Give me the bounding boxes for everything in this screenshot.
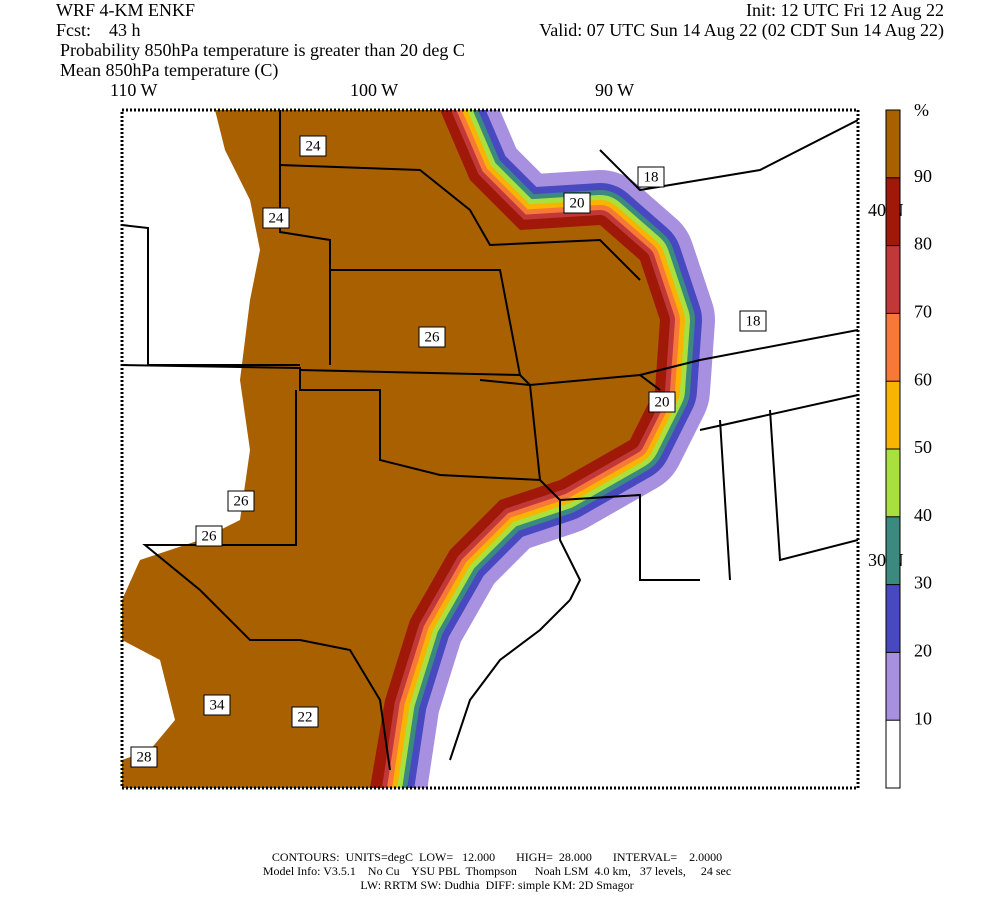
colorbar-label: 20 xyxy=(914,641,932,661)
contour-label-box xyxy=(195,525,223,547)
colorbar-label: 80 xyxy=(914,234,932,254)
longitude-label: 100 W xyxy=(350,80,398,100)
contour-label-box xyxy=(203,694,231,716)
contour-label-box xyxy=(130,746,158,768)
contour-label: 34 xyxy=(210,697,226,713)
subtitle: Mean 850hPa temperature (C) xyxy=(60,60,278,81)
colorbar-segment xyxy=(886,449,900,517)
contour-label-box xyxy=(262,207,290,229)
model-name: WRF 4-KM ENKF xyxy=(56,0,195,20)
contour-label-box xyxy=(637,166,665,188)
contour-label: 22 xyxy=(298,709,313,725)
footer-line: CONTOURS: UNITS=degC LOW= 12.000 HIGH= 2… xyxy=(272,850,722,864)
colorbar-segment xyxy=(886,584,900,653)
colorbar-label: 40 xyxy=(914,505,932,525)
contour-label: 18 xyxy=(644,169,659,185)
colorbar-label: 50 xyxy=(914,437,932,457)
colorbar-label: 30 xyxy=(914,573,932,593)
contour-label: 24 xyxy=(269,210,285,226)
colorbar-label: 10 xyxy=(914,708,932,728)
contour-label-box xyxy=(418,326,446,348)
footer-line: LW: RRTM SW: Dudhia DIFF: simple KM: 2D … xyxy=(360,878,633,892)
contour-label: 26 xyxy=(202,528,218,544)
contour-label-box xyxy=(299,135,327,157)
colorbar-segment xyxy=(886,720,900,788)
contour-label-box xyxy=(648,391,676,413)
colorbar-label: 60 xyxy=(914,369,932,389)
contour-label: 24 xyxy=(306,138,322,154)
colorbar-segment xyxy=(886,652,900,721)
colorbar-segment xyxy=(886,245,900,314)
high-probability-region xyxy=(122,110,660,788)
contour-label: 20 xyxy=(655,394,670,410)
colorbar-segment xyxy=(886,177,900,246)
contour-label-box xyxy=(563,192,591,214)
contour-label-box xyxy=(739,310,767,332)
contour-label: 20 xyxy=(570,195,585,211)
footer-line: Model Info: V3.5.1 No Cu YSU PBL Thompso… xyxy=(263,864,731,878)
init-time: Init: 12 UTC Fri 12 Aug 22 xyxy=(746,0,944,20)
map-field xyxy=(122,110,858,788)
longitude-label: 110 W xyxy=(110,80,158,100)
colorbar-unit: % xyxy=(914,100,929,120)
contour-label-box xyxy=(291,706,319,728)
colorbar-segment xyxy=(886,381,900,449)
contour-label: 26 xyxy=(425,329,441,345)
valid-time: Valid: 07 UTC Sun 14 Aug 22 (02 CDT Sun … xyxy=(539,20,944,41)
colorbar-segment xyxy=(886,516,900,585)
contour-label: 26 xyxy=(234,493,250,509)
low-probability-patch xyxy=(122,640,175,760)
contour-label: 28 xyxy=(137,749,152,765)
forecast-hour: Fcst: 43 h xyxy=(56,20,141,40)
map-frame xyxy=(120,108,860,790)
contour-label: 18 xyxy=(746,313,761,329)
longitude-label: 90 W xyxy=(595,80,634,100)
title: Probability 850hPa temperature is greate… xyxy=(60,40,465,60)
contour-label-box xyxy=(227,490,255,512)
state-borders xyxy=(122,110,858,771)
colorbar-label: 70 xyxy=(914,302,932,322)
colorbar-label: 90 xyxy=(914,166,932,186)
colorbar-segment xyxy=(886,110,900,178)
colorbar-segment xyxy=(886,313,900,382)
